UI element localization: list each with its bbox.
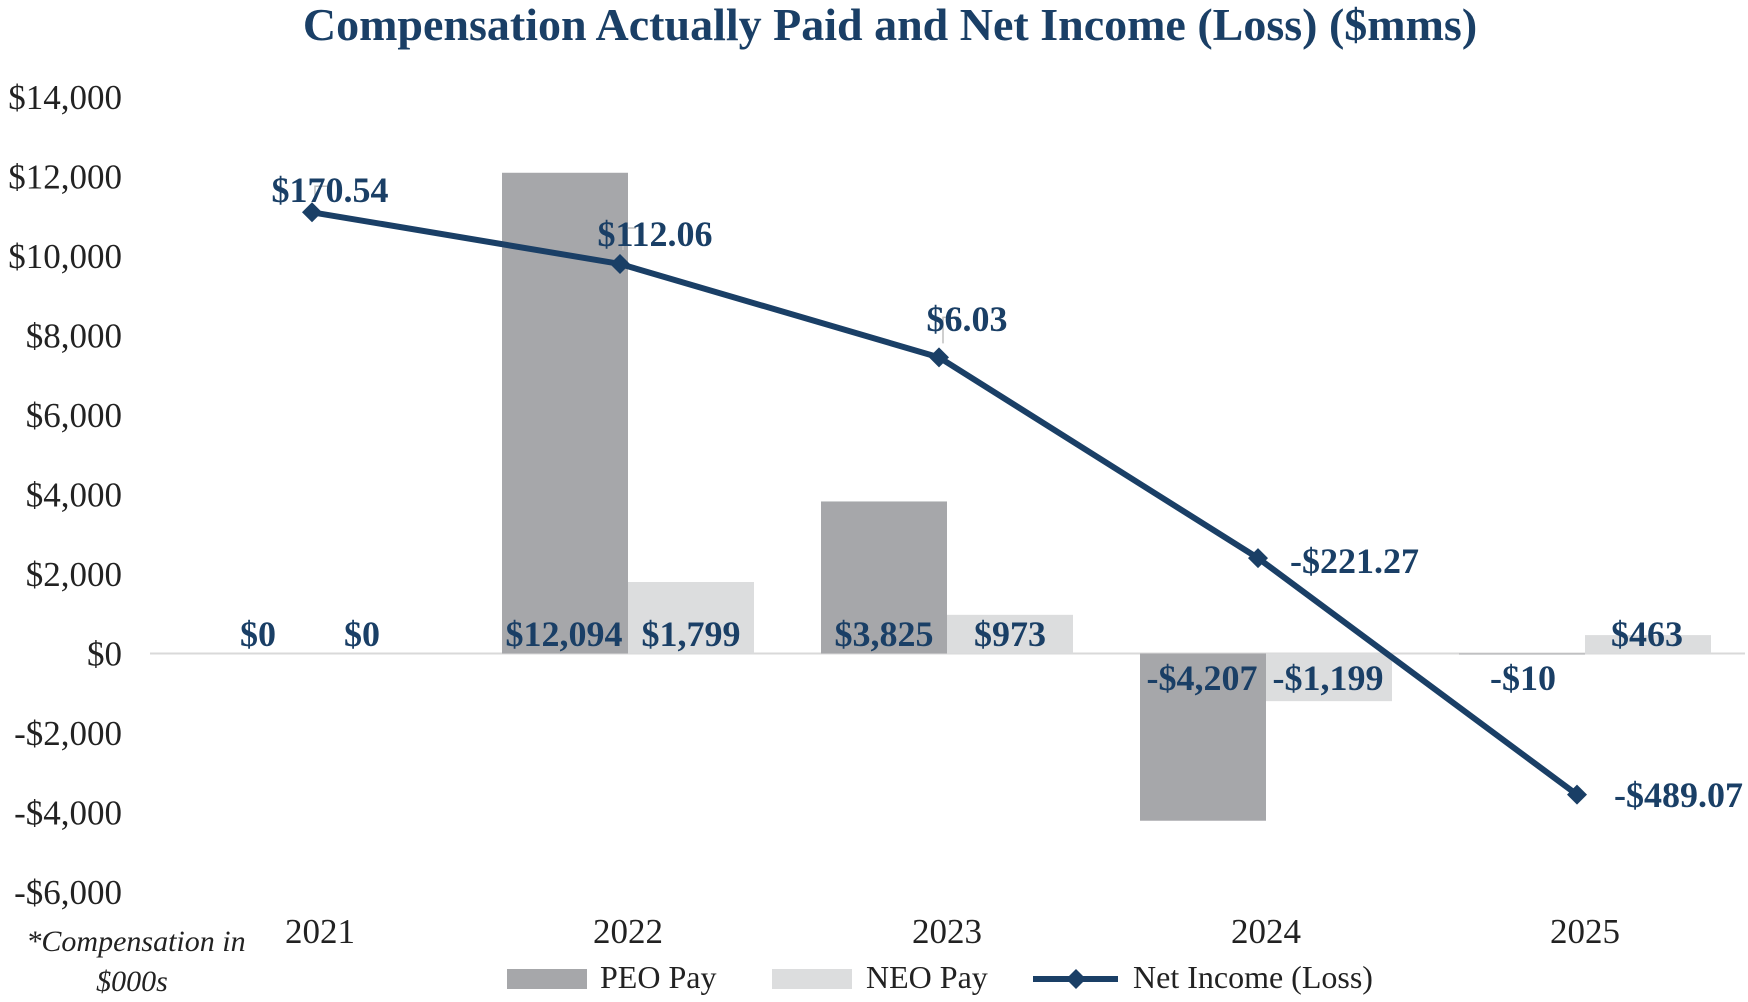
peo-pay-bar-2024 [1140, 653, 1266, 821]
x-tick-label-2021: 2021 [285, 912, 355, 951]
neo-pay-label-2023: $973 [974, 614, 1046, 654]
chart-title: Compensation Actually Paid and Net Incom… [303, 0, 1477, 50]
y-tick-label: -$6,000 [14, 873, 122, 912]
neo-pay-bar-2022 [628, 581, 754, 654]
net-income-marker-2022 [610, 253, 630, 274]
y-tick-label: -$4,000 [14, 794, 122, 833]
footnote-line-1: *Compensation in [26, 925, 245, 958]
y-tick-label: $14,000 [8, 78, 122, 117]
y-tick-label: $12,000 [8, 158, 122, 197]
y-tick-label: $10,000 [8, 237, 122, 276]
legend-label-neo-pay: NEO Pay [866, 959, 988, 995]
net-income-marker-2023 [929, 347, 949, 368]
legend-label-peo-pay: PEO Pay [600, 959, 716, 995]
peo-pay-label-2022: $12,094 [506, 614, 623, 654]
x-tick-label-2023: 2023 [912, 912, 982, 951]
legend-swatch-net-income-marker [1066, 969, 1086, 989]
legend-swatch-peo-pay [507, 969, 587, 989]
net-income-label-2023: $6.03 [927, 299, 1008, 339]
y-tick-label: $4,000 [26, 476, 122, 515]
net-income-label-2024: -$221.27 [1290, 541, 1419, 581]
y-tick-label: -$2,000 [14, 714, 122, 753]
peo-pay-label-2025: -$10 [1490, 658, 1556, 698]
peo-pay-bar-2023 [821, 501, 947, 654]
net-income-marker-2025 [1567, 784, 1587, 805]
neo-pay-bar-2023 [947, 614, 1073, 654]
peo-pay-label-2021: $0 [240, 614, 276, 654]
net-income-marker-2024 [1248, 548, 1268, 569]
neo-pay-bar-2024 [1266, 653, 1392, 702]
legend-label-net-income: Net Income (Loss) [1133, 959, 1373, 995]
plot-area: $14,000 $12,000 $10,000 $8,000 $6,000 $4,000 $… [8, 78, 1745, 951]
legend-swatch-neo-pay [772, 969, 852, 989]
y-tick-label: $6,000 [26, 396, 122, 435]
peo-pay-label-2023: $3,825 [835, 614, 934, 654]
peo-pay-label-2024: -$4,207 [1147, 658, 1258, 698]
neo-pay-label-2025: $463 [1611, 614, 1683, 654]
net-income-leader-2023 [942, 316, 959, 344]
y-tick-label: $0 [87, 635, 122, 674]
x-tick-label-2022: 2022 [593, 912, 663, 951]
net-income-label-2022: $112.06 [597, 214, 712, 254]
neo-pay-label-2021: $0 [344, 614, 380, 654]
net-income-marker-2021 [302, 202, 322, 223]
x-tick-label-2025: 2025 [1550, 912, 1620, 951]
y-tick-label: $2,000 [26, 555, 122, 594]
y-tick-label: $8,000 [26, 317, 122, 356]
net-income-leader-2021 [314, 185, 330, 199]
legend: PEO Pay NEO Pay Net Income (Loss) [507, 959, 1373, 995]
neo-pay-label-2024: -$1,199 [1273, 658, 1384, 698]
footnote: *Compensation in $000s [26, 925, 245, 998]
net-income-label-2025: -$489.07 [1614, 775, 1743, 815]
net-income-leader-2022 [622, 227, 636, 250]
x-tick-label-2024: 2024 [1231, 912, 1301, 951]
footnote-line-2: $000s [96, 965, 168, 998]
peo-pay-bar-2025 [1459, 653, 1585, 655]
neo-pay-bar-2025 [1585, 635, 1711, 654]
net-income-label-2021: $170.54 [272, 170, 389, 210]
neo-pay-label-2022: $1,799 [642, 614, 741, 654]
